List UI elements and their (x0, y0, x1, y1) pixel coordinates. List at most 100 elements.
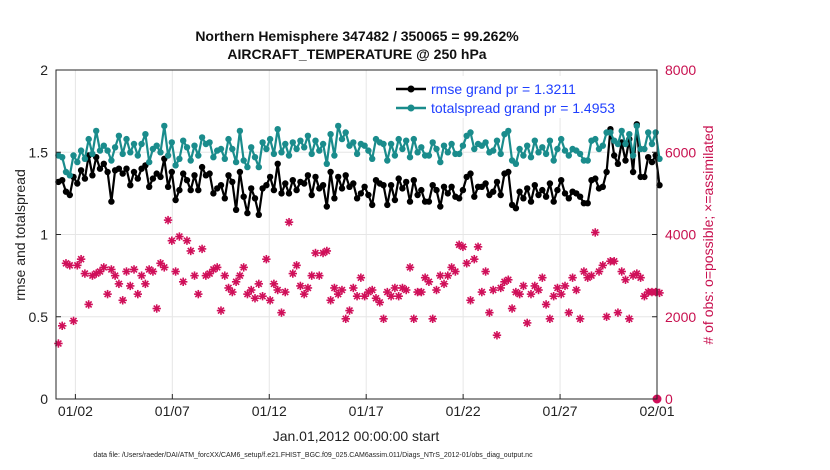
obs-assimilated-point (356, 273, 366, 282)
y-right-tick-label: 8000 (665, 62, 696, 78)
rmse-point (59, 177, 66, 184)
obs-assimilated-point (436, 271, 445, 280)
y-left-tick-label: 2 (40, 62, 48, 78)
obs-assimilated-point (107, 265, 116, 274)
obs-assimilated-point (322, 246, 332, 256)
rmse-point (448, 183, 455, 190)
obs-assimilated-point (269, 279, 279, 289)
totalspread-point (331, 152, 338, 159)
obs-assimilated-point (609, 257, 619, 266)
y-axis-right-label: # of obs: o=possible; ×=assimilated (700, 125, 716, 344)
rmse-point (123, 165, 130, 172)
obs-assimilated-point (163, 215, 173, 225)
totalspread-point (123, 135, 130, 143)
totalspread-point (198, 134, 206, 141)
totalspread-point (592, 135, 599, 143)
totalspread-point (565, 152, 572, 159)
totalspread-point (444, 149, 451, 156)
rmse-point (319, 182, 327, 189)
rmse-point (414, 191, 421, 199)
x-axis-ticks: 01/02 01/07 01/12 01/17 01/22 01/27 02/01 (58, 394, 675, 419)
rmse-point (304, 172, 312, 179)
totalspread-point (244, 163, 251, 171)
totalspread-point (187, 157, 194, 164)
rmse-point (104, 168, 111, 176)
y-left-tick-label: 1 (40, 227, 48, 243)
totalspread-point (153, 142, 160, 149)
obs-assimilated-point (402, 285, 411, 295)
obs-assimilated-point (564, 308, 573, 317)
obs-assimilated-point (54, 339, 63, 348)
obs-assimilated-point (311, 248, 320, 258)
totalspread-point (316, 147, 323, 154)
y-right-tick-label: 2000 (665, 309, 696, 325)
totalspread-point (429, 139, 436, 146)
obs-assimilated-point (182, 236, 192, 245)
totalspread-point (259, 139, 266, 146)
rmse-point (531, 182, 538, 189)
totalspread-point (618, 127, 625, 135)
rmse-point (172, 196, 179, 204)
obs-assimilated-point (488, 285, 498, 295)
totalspread-point (433, 145, 440, 153)
obs-assimilated-point (126, 281, 135, 291)
rmse-point (187, 186, 194, 194)
obs-assimilated-point (439, 279, 449, 289)
rmse-point (180, 170, 187, 177)
legend-marker-totalspread (407, 104, 415, 112)
totalspread-point (584, 157, 591, 164)
totalspread-line (57, 124, 661, 177)
obs-assimilated-point (496, 283, 505, 293)
x-axis-label: Jan.01,2012 00:00:00 start (273, 428, 440, 444)
totalspread-point (406, 154, 414, 161)
totalspread-point (335, 122, 342, 130)
rmse-point (100, 160, 108, 167)
obs-assimilated-point (579, 267, 589, 276)
totalspread-point (93, 127, 100, 135)
totalspread-point (172, 162, 179, 169)
obs-assimilated-point (141, 279, 150, 289)
obs-assimilated-point (349, 283, 358, 293)
obs-assimilated-point (129, 265, 139, 274)
totalspread-point (576, 150, 584, 158)
rmse-point (240, 193, 247, 200)
rmse-point (505, 168, 512, 176)
rmse-point (444, 190, 451, 197)
rmse-point (641, 173, 648, 181)
totalspread-point (308, 150, 315, 158)
totalspread-point (240, 157, 247, 164)
totalspread-point (648, 140, 656, 148)
obs-assimilated-point (197, 244, 207, 254)
rmse-point (622, 157, 629, 164)
chart-subtitle: AIRCRAFT_TEMPERATURE @ 250 hPa (227, 46, 486, 62)
rmse-point (527, 198, 535, 205)
rmse-point (429, 182, 436, 189)
totalspread-point (380, 140, 387, 148)
rmse-point (89, 172, 96, 179)
obs-assimilated-point (545, 314, 555, 324)
totalspread-point (96, 147, 104, 154)
x-tick-label: 01/22 (446, 403, 481, 419)
rmse-point (592, 175, 599, 182)
rmse-point (459, 186, 467, 194)
obs-assimilated-point (575, 314, 585, 324)
rmse-point (387, 182, 395, 189)
totalspread-point (327, 131, 334, 138)
totalspread-point (418, 144, 425, 151)
obs-assimilated-point (636, 273, 645, 282)
rmse-point (482, 180, 489, 187)
obs-assimilated-point (405, 263, 415, 272)
totalspread-point (164, 152, 172, 159)
x-tick-label: 01/07 (155, 403, 190, 419)
rmse-point (278, 190, 285, 197)
rmse-point (195, 186, 202, 194)
obs-assimilated-point (538, 273, 547, 282)
legend-box (392, 76, 656, 118)
totalspread-point (100, 142, 108, 149)
obs-assimilated-point (591, 228, 600, 237)
obs-assimilated-point (549, 291, 558, 301)
totalspread-point (524, 142, 531, 149)
totalspread-point (206, 139, 213, 146)
totalspread-point (293, 145, 300, 153)
obs-assimilated-point (220, 271, 229, 280)
